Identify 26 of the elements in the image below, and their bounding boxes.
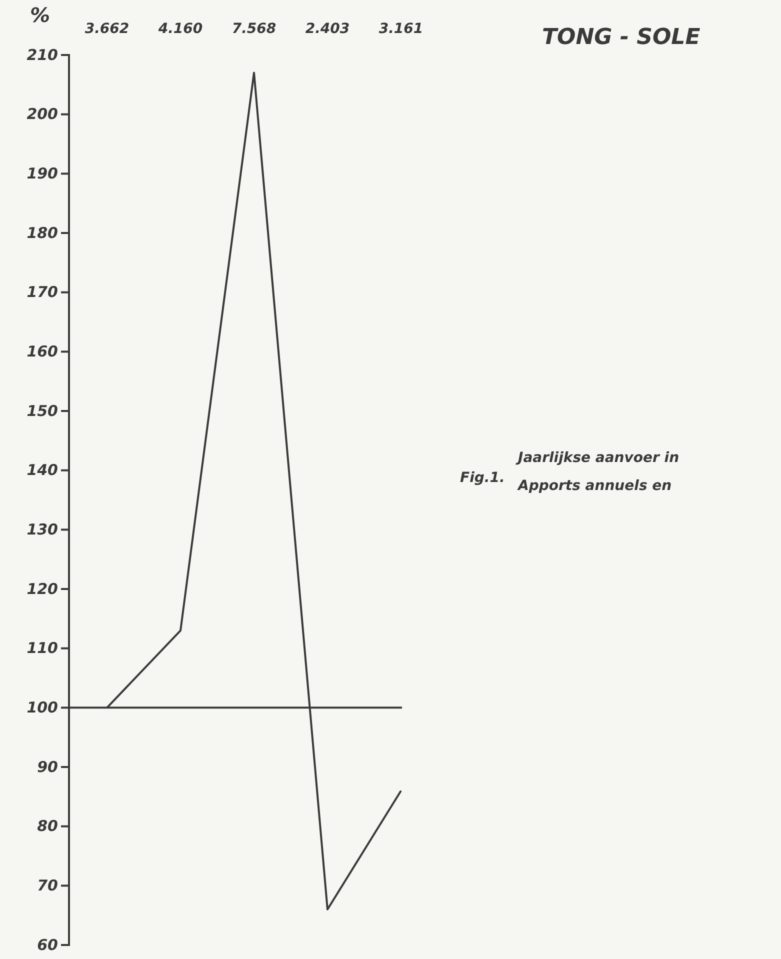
y-axis-title: % (30, 3, 50, 27)
text: Jaarlijkse aanvoer in (515, 450, 680, 466)
y-tick-label: 110 (26, 639, 58, 658)
y-tick-label: 160 (26, 342, 58, 360)
y-tick-label: 150 (26, 402, 58, 420)
x-tick-label: 4.160 (157, 21, 203, 37)
x-tick-label: 2.403 (305, 21, 350, 37)
x-tick-label: 7.568 (232, 21, 276, 37)
y-tick-label: 210 (26, 46, 58, 64)
text: TONG - SOLE (542, 25, 700, 50)
y-tick-label: 90 (37, 758, 58, 776)
x-tick-label: 3.161 (378, 21, 424, 37)
y-tick-label: 100 (26, 698, 58, 716)
caption: Fig.1. (460, 470, 505, 486)
y-tick-label: 190 (26, 164, 58, 182)
y-tick-label: 130 (26, 520, 58, 538)
text: Apports annuels en (517, 478, 672, 494)
y-tick-label: 80 (37, 817, 58, 836)
y-tick-label: 70 (37, 876, 58, 894)
y-tick-label: 180 (26, 224, 58, 242)
x-tick-label: 3.662 (84, 21, 130, 37)
y-tick-label: 200 (26, 105, 58, 124)
y-tick-label: 170 (26, 283, 58, 302)
y-tick-label: 140 (26, 461, 58, 480)
y-tick-label: 60 (37, 936, 58, 954)
y-tick-label: 120 (26, 580, 58, 598)
